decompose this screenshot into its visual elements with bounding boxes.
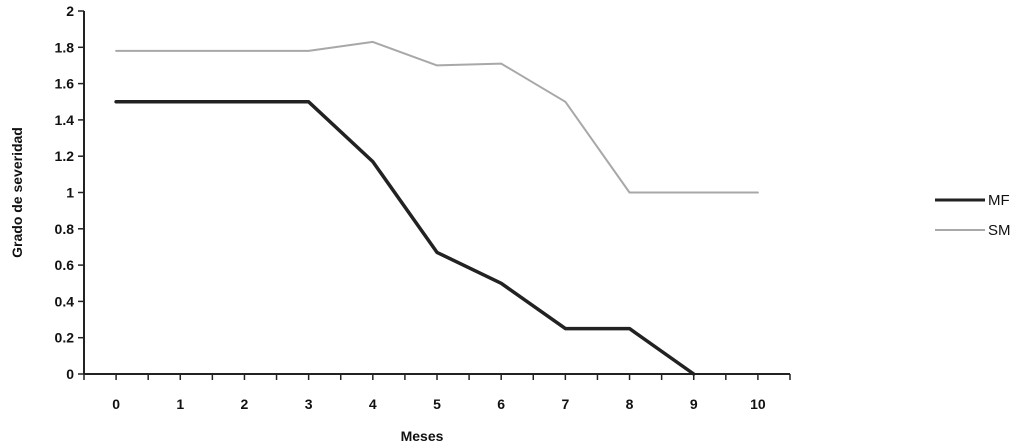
x-tick-label: 3: [305, 396, 313, 412]
x-tick-label: 6: [497, 396, 505, 412]
x-tick-label: 5: [433, 396, 441, 412]
x-axis-title: Meses: [401, 428, 444, 444]
x-tick-label: 2: [241, 396, 249, 412]
y-tick-label: 0: [66, 366, 74, 382]
x-tick-label: 4: [369, 396, 377, 412]
y-tick-label: 2: [66, 3, 74, 19]
x-tick-label: 9: [690, 396, 698, 412]
x-tick-label: 1: [176, 396, 184, 412]
legend-label-mf: MF: [988, 192, 1010, 209]
y-tick-label: 0.2: [55, 330, 75, 346]
y-tick-label: 1.2: [55, 148, 75, 164]
series-line-sm: [115, 40, 759, 194]
legend-label-sm: SM: [988, 222, 1011, 239]
x-tick-label: 7: [561, 396, 569, 412]
y-tick-label: 1: [66, 185, 74, 201]
y-axis-ticks: 0 0.2 0.4 0.6 0.8 1 1.2 1.4 1.6 1.8 2: [55, 3, 84, 382]
series-line-mf: [114, 100, 696, 376]
x-tick-label: 0: [112, 396, 120, 412]
x-tick-label: 8: [626, 396, 634, 412]
y-tick-label: 0.4: [55, 293, 75, 309]
y-tick-label: 1.4: [55, 112, 75, 128]
series-layer: [114, 40, 759, 376]
legend: MF SM: [935, 192, 1011, 239]
y-tick-label: 0.6: [55, 257, 75, 273]
y-tick-label: 1.6: [55, 76, 75, 92]
y-tick-label: 1.8: [55, 39, 75, 55]
y-axis-title: Grado de severidad: [9, 127, 25, 258]
x-tick-label: 10: [750, 396, 766, 412]
x-axis-ticks: 0 1 2 3 4 5 6 7 8 9 10: [83, 374, 791, 412]
y-tick-label: 0.8: [55, 221, 75, 237]
